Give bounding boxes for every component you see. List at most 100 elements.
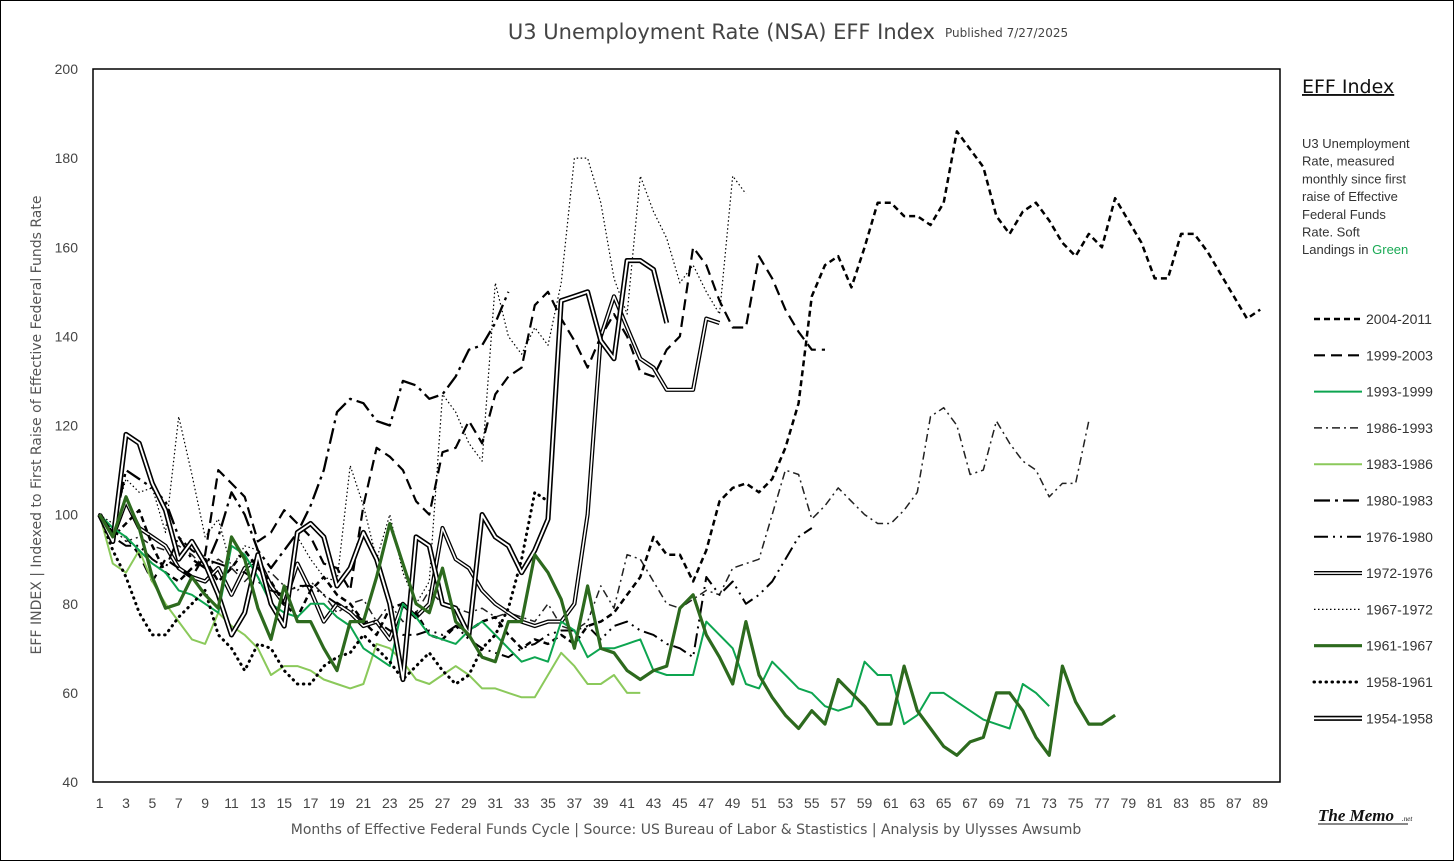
legend-label: 1967-1972 <box>1366 601 1433 617</box>
series-line <box>98 513 1050 730</box>
x-tick-label: 39 <box>593 795 609 811</box>
x-tick-label: 25 <box>408 795 424 811</box>
series-line <box>98 514 641 699</box>
series-line <box>98 490 550 686</box>
x-tick-label: 67 <box>962 795 978 811</box>
side-description-prefix: Landings in <box>1302 242 1372 257</box>
legend-item: 1983-1986 <box>1314 456 1433 472</box>
x-tick-label: 9 <box>201 795 209 811</box>
series-line-inner <box>98 259 668 681</box>
x-tick-label: 13 <box>250 795 266 811</box>
x-tick-label: 15 <box>276 795 292 811</box>
x-tick-label: 19 <box>329 795 345 811</box>
series-line <box>98 495 1116 757</box>
side-description-line: Rate. Soft <box>1302 225 1360 240</box>
x-tick-label: 69 <box>989 795 1005 811</box>
side-description-line: Federal Funds <box>1302 207 1386 222</box>
legend-label: 1999-2003 <box>1366 347 1433 363</box>
x-tick-label: 17 <box>303 795 319 811</box>
legend-item: 1993-1999 <box>1314 384 1433 400</box>
x-tick-label: 11 <box>224 795 239 811</box>
x-tick-label: 73 <box>1041 795 1057 811</box>
series-line <box>98 514 813 659</box>
legend-item: 1999-2003 <box>1314 347 1433 363</box>
legend-label: 1961-1967 <box>1366 638 1433 654</box>
legend-label: 1954-1958 <box>1366 710 1433 726</box>
x-tick-label: 45 <box>672 795 688 811</box>
series-line <box>98 130 1261 650</box>
x-tick-label: 75 <box>1068 795 1084 811</box>
x-axis: 1 3 5 7 9 11 13 15 17 19 21 23 25 27 29 31 33 35 37 39 41 43 4… <box>96 795 1269 811</box>
series-1958-1961 <box>98 490 550 686</box>
plot-area <box>92 68 1281 783</box>
y-tick-label: 160 <box>55 239 79 255</box>
x-tick-label: 3 <box>122 795 130 811</box>
series-1980-1983 <box>98 291 510 570</box>
x-tick-label: 7 <box>175 795 183 811</box>
x-tick-label: 57 <box>830 795 846 811</box>
y-axis-label: EFF INDEX | Indexed to First Raise of Ef… <box>29 196 45 655</box>
x-tick-label: 21 <box>356 795 372 811</box>
y-tick-label: 180 <box>55 150 79 166</box>
x-tick-label: 29 <box>461 795 477 811</box>
y-tick-label: 120 <box>55 418 79 434</box>
x-tick-label: 71 <box>1015 795 1031 811</box>
series-line <box>98 246 825 592</box>
x-tick-label: 89 <box>1252 795 1268 811</box>
x-tick-label: 43 <box>646 795 662 811</box>
x-tick-label: 1 <box>96 795 104 811</box>
legend-item: 1986-1993 <box>1314 420 1433 436</box>
series-1961-1967 <box>98 495 1116 757</box>
legend-item: 1976-1980 <box>1314 529 1433 545</box>
logo: The Memo <box>1318 806 1394 825</box>
x-tick-label: 31 <box>487 795 503 811</box>
side-description: U3 Unemployment Rate, measured monthly sin… <box>1302 136 1410 240</box>
x-tick-label: 63 <box>910 795 926 811</box>
x-axis-label: Months of Effective Federal Funds Cycle … <box>291 822 1082 838</box>
legend-label: 1980-1983 <box>1366 493 1433 509</box>
x-tick-label: 5 <box>148 795 156 811</box>
x-tick-label: 55 <box>804 795 820 811</box>
legend-label: 1958-1961 <box>1366 674 1433 690</box>
legend-item: 1980-1983 <box>1314 493 1433 509</box>
x-tick-label: 85 <box>1200 795 1216 811</box>
series-1993-1999 <box>98 513 1050 730</box>
x-tick-label: 47 <box>698 795 714 811</box>
legend-label: 1993-1999 <box>1366 384 1433 400</box>
side-description-line: monthly since first <box>1302 171 1406 186</box>
x-tick-label: 23 <box>382 795 398 811</box>
logo-suffix: .net <box>1402 815 1413 823</box>
series-line <box>99 157 747 623</box>
series-2004-2011 <box>98 130 1261 650</box>
legend-label: 1976-1980 <box>1366 529 1433 545</box>
legend-item: 2004-2011 <box>1314 311 1432 327</box>
series-1967-1972 <box>99 157 747 623</box>
side-description-line: U3 Unemployment <box>1302 136 1410 151</box>
series-line <box>99 406 1090 632</box>
x-tick-label: 53 <box>778 795 794 811</box>
y-tick-label: 200 <box>55 61 79 77</box>
legend-label: 1986-1993 <box>1366 420 1433 436</box>
legend-label: 2004-2011 <box>1366 311 1432 327</box>
legend-label: 1983-1986 <box>1366 456 1433 472</box>
side-description-last: Landings in Green <box>1302 242 1408 257</box>
x-tick-label: 61 <box>883 795 899 811</box>
x-tick-label: 81 <box>1147 795 1163 811</box>
published-date: Published 7/27/2025 <box>945 26 1068 40</box>
side-description-highlight: Green <box>1372 242 1408 257</box>
x-tick-label: 33 <box>514 795 530 811</box>
series-1976-1980 <box>98 514 813 659</box>
x-tick-label: 87 <box>1226 795 1242 811</box>
legend: 2004-2011 1999-2003 1993-1999 1986-1993 1983… <box>1312 311 1433 726</box>
y-tick-label: 80 <box>62 596 78 612</box>
side-heading: EFF Index <box>1302 76 1394 98</box>
y-tick-label: 40 <box>62 774 78 790</box>
x-tick-label: 77 <box>1094 795 1110 811</box>
legend-item: 1967-1972 <box>1314 601 1433 617</box>
x-tick-label: 65 <box>936 795 952 811</box>
side-description-line: Rate, measured <box>1302 154 1395 169</box>
legend-label: 1972-1976 <box>1366 565 1433 581</box>
legend-item: 1958-1961 <box>1312 674 1433 690</box>
